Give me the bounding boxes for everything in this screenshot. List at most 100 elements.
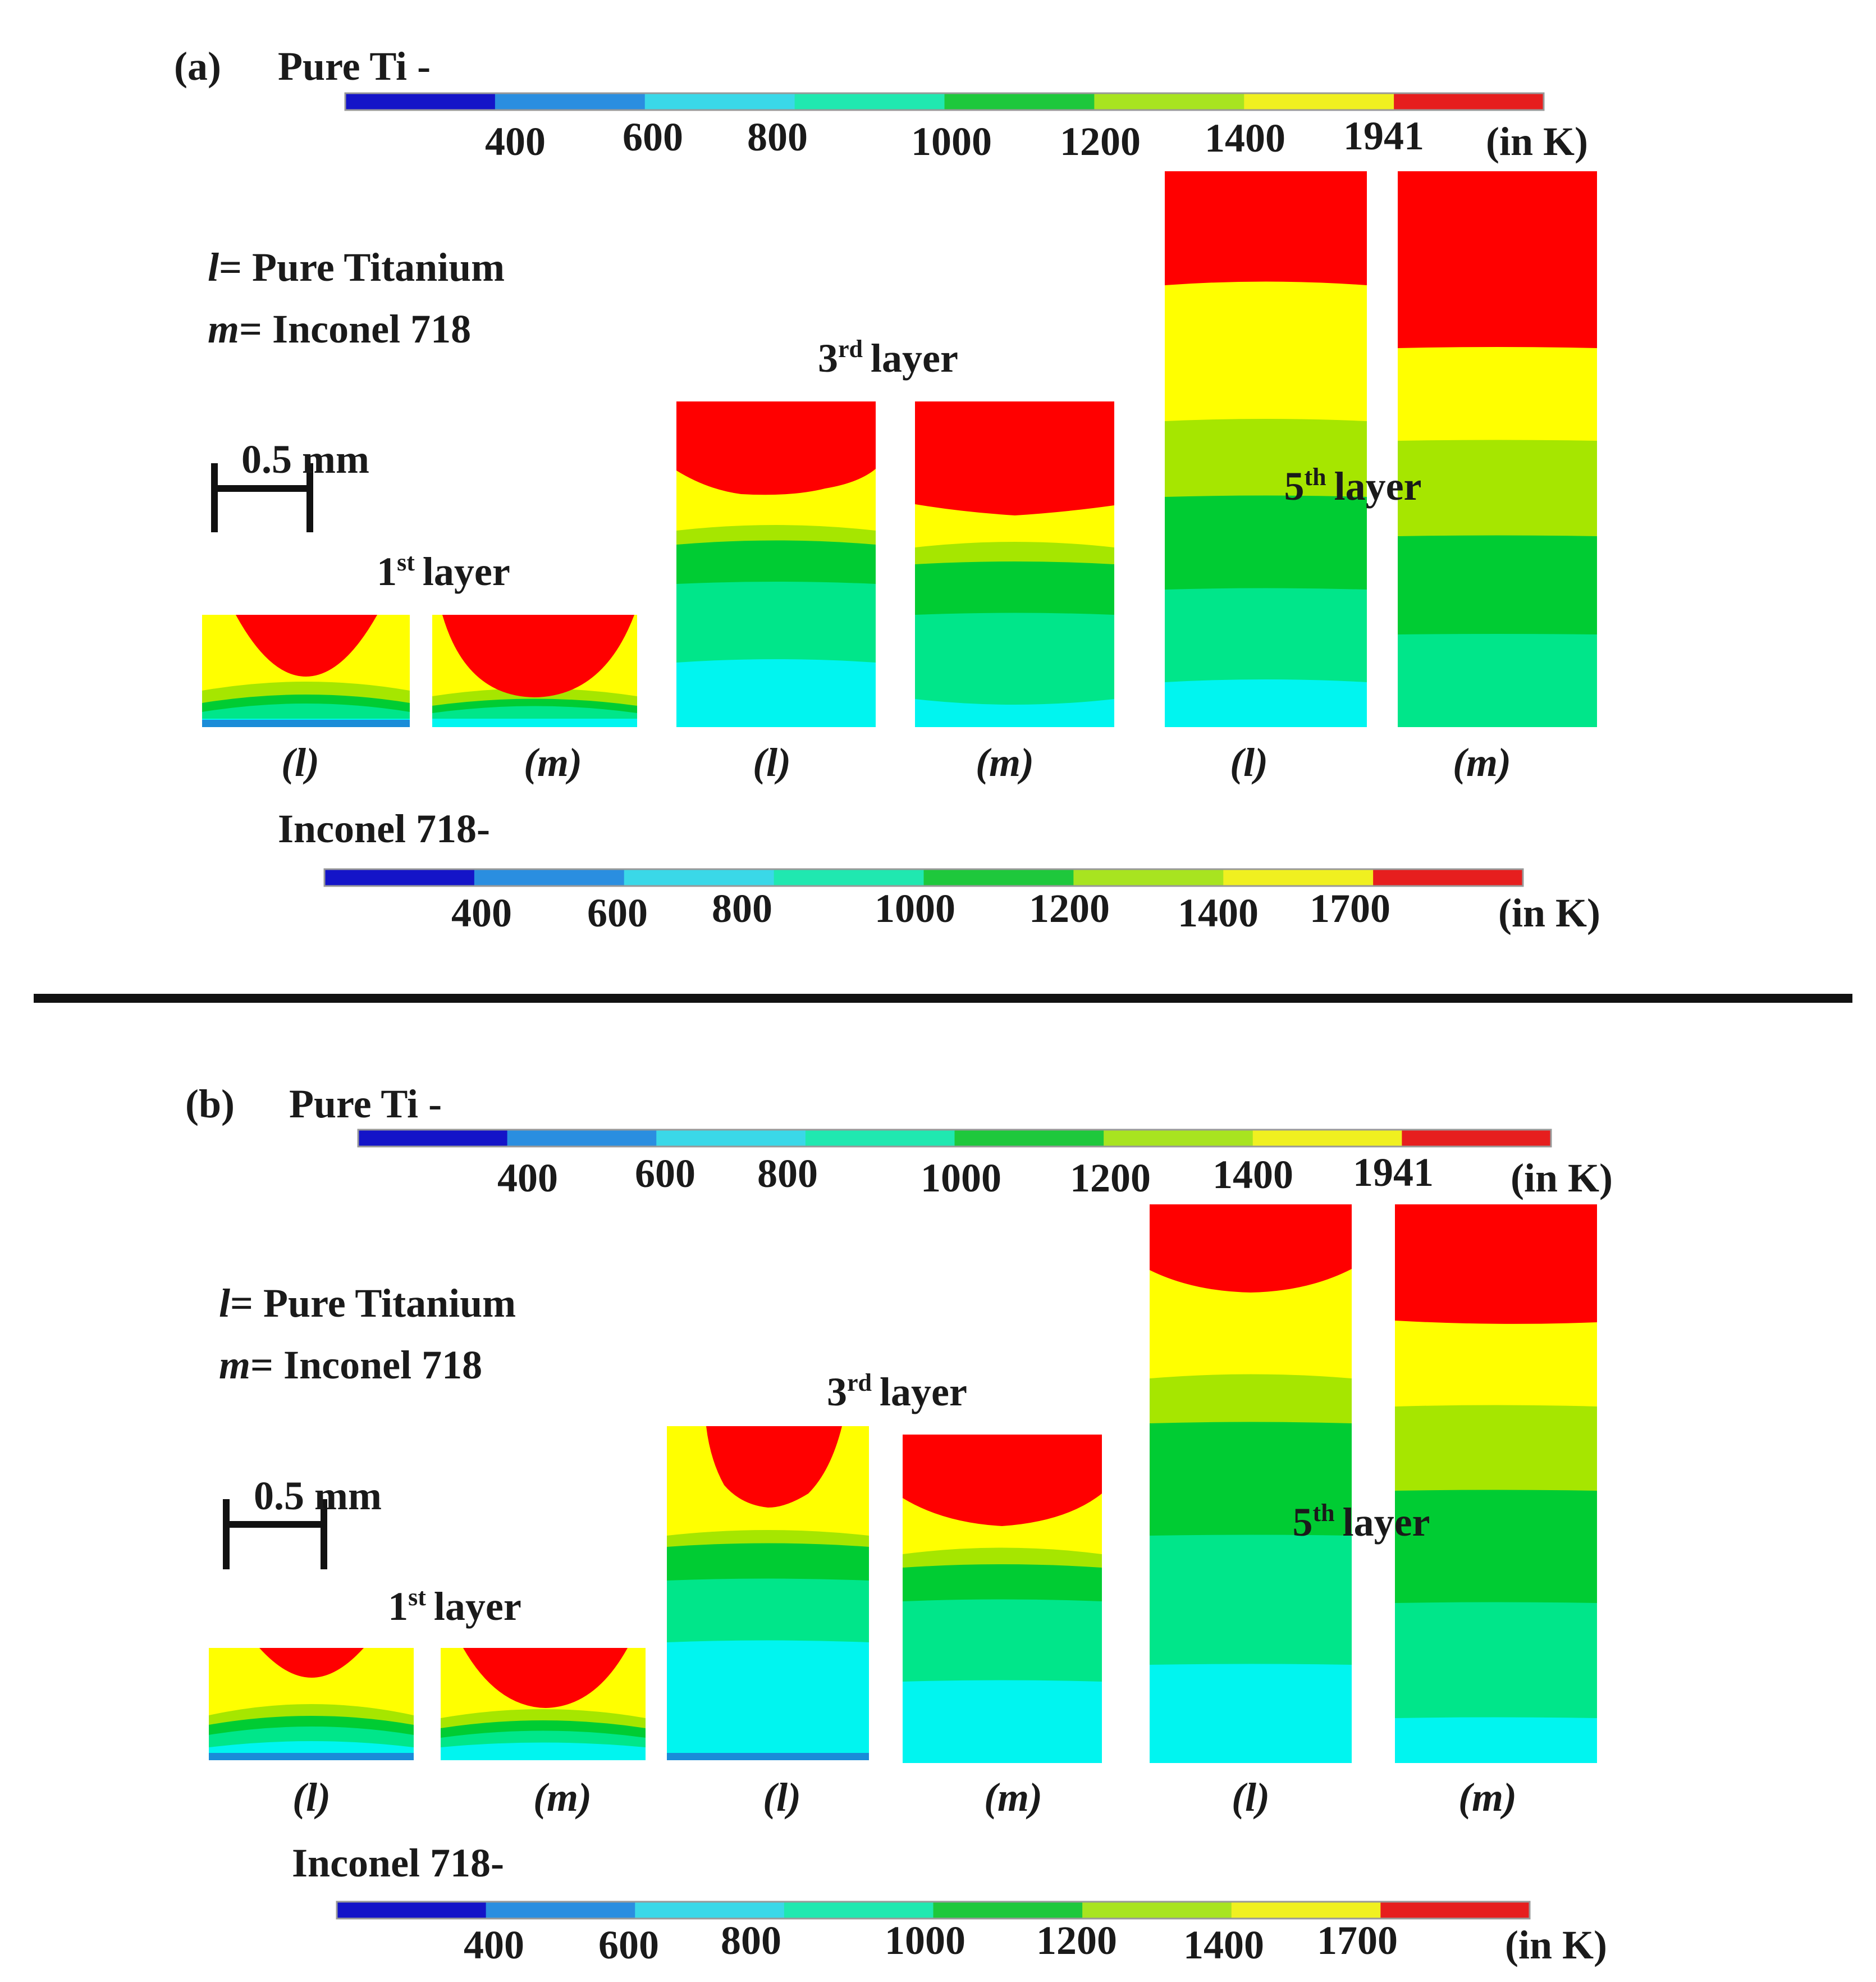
colorbar-segment bbox=[1073, 869, 1224, 886]
colorbar-segment bbox=[1394, 93, 1544, 110]
bottom-colorbar bbox=[336, 1901, 1531, 1920]
colorbar-segment bbox=[933, 1902, 1083, 1919]
sample-labels: (l) (m) (l) (m) (l) (m) bbox=[292, 1775, 1517, 1820]
colorbar-outline bbox=[344, 92, 1545, 111]
tick-label: 600 bbox=[635, 1151, 696, 1196]
key-symbol-l: l bbox=[208, 245, 219, 290]
top-colorbar bbox=[344, 92, 1545, 111]
contour-sample-1st-layer-titanium bbox=[202, 615, 410, 727]
panel-label-b: (b) bbox=[185, 1081, 235, 1126]
unit-label: (in K) bbox=[1505, 1922, 1607, 1967]
colorbar-segment bbox=[1223, 869, 1374, 886]
colorbar-segment bbox=[1104, 1130, 1253, 1147]
tick-label: 1200 bbox=[1070, 1156, 1151, 1200]
layer-title-1: 1st layer bbox=[377, 549, 510, 594]
tick-label: 1200 bbox=[1060, 119, 1141, 164]
colorbar-segment bbox=[954, 1130, 1104, 1147]
key-inconel: m= Inconel 718 bbox=[208, 307, 471, 351]
tick-label: 400 bbox=[464, 1922, 524, 1967]
colorbar-segment bbox=[1082, 1902, 1232, 1919]
top-scale-title: Pure Ti - bbox=[278, 44, 431, 89]
key-inconel: m= Inconel 718 bbox=[219, 1342, 482, 1387]
top-colorbar bbox=[357, 1129, 1552, 1148]
colorbar-segment bbox=[1231, 1902, 1381, 1919]
key-pure-titanium: l= Pure Titanium bbox=[219, 1281, 516, 1326]
tick-label: 1400 bbox=[1212, 1152, 1293, 1197]
key-text-m: = Inconel 718 bbox=[250, 1342, 482, 1387]
colorbar-segment bbox=[805, 1130, 955, 1147]
colorbar-outline bbox=[357, 1129, 1552, 1148]
contour-sample-1st-layer-titanium bbox=[209, 1648, 414, 1760]
sample-label: (l) bbox=[753, 740, 791, 785]
scale-bar bbox=[211, 463, 313, 532]
sample-labels: (l) (m) (l) (m) (l) (m) bbox=[281, 740, 1511, 785]
tick-label: 400 bbox=[451, 890, 512, 935]
sample-label: (l) bbox=[763, 1775, 801, 1820]
tick-label: 600 bbox=[587, 890, 648, 935]
contour-sample-1st-layer-inconel bbox=[432, 615, 637, 727]
colorbar-segment bbox=[635, 1902, 785, 1919]
tick-label: 800 bbox=[747, 115, 808, 159]
bottom-colorbar-ticks: 400 600 800 1000 1200 1400 1700 (in K) bbox=[464, 1918, 1607, 1967]
key-symbol-m: m bbox=[219, 1342, 250, 1387]
contour-sample-5th-layer-inconel bbox=[1398, 171, 1597, 727]
colorbar-segment bbox=[1373, 869, 1523, 886]
contour-sample-3rd-layer-titanium bbox=[667, 1426, 869, 1760]
panel-separator bbox=[34, 994, 1852, 1003]
sample-label: (m) bbox=[1458, 1775, 1517, 1820]
key-text-l: = Pure Titanium bbox=[230, 1281, 516, 1326]
tick-label: 1941 bbox=[1353, 1150, 1434, 1195]
panel-label-a: (a) bbox=[174, 44, 221, 89]
key-text-l: = Pure Titanium bbox=[219, 245, 505, 290]
key-symbol-l: l bbox=[219, 1281, 230, 1326]
bottom-scale-title: Inconel 718- bbox=[292, 1841, 504, 1885]
colorbar-segment bbox=[1252, 1130, 1402, 1147]
tick-label: 600 bbox=[598, 1922, 659, 1967]
scale-bar-label: 0.5 mm bbox=[254, 1473, 382, 1518]
unit-label: (in K) bbox=[1486, 119, 1588, 164]
layer-title-1: 1st layer bbox=[388, 1583, 521, 1629]
tick-label: 1400 bbox=[1183, 1922, 1264, 1967]
colorbar-segment bbox=[784, 1902, 934, 1919]
layer-title-5: 5th layer bbox=[1292, 1499, 1430, 1545]
colorbar-segment bbox=[1094, 93, 1244, 110]
sample-label: (m) bbox=[524, 740, 582, 785]
tick-label: 1400 bbox=[1205, 116, 1285, 161]
tick-label: 400 bbox=[485, 119, 546, 164]
tick-label: 800 bbox=[721, 1918, 781, 1963]
tick-label: 1000 bbox=[911, 119, 992, 164]
colorbar-segment bbox=[923, 869, 1074, 886]
contour-sample-5th-layer-titanium bbox=[1165, 171, 1367, 727]
contour-sample-5th-layer-inconel bbox=[1395, 1204, 1597, 1763]
tick-label: 1200 bbox=[1029, 886, 1110, 931]
contour-sample-3rd-layer-inconel bbox=[915, 401, 1114, 727]
colorbar-segment bbox=[1380, 1902, 1530, 1919]
colorbar-segment bbox=[495, 93, 646, 110]
colorbar-segment bbox=[624, 869, 775, 886]
tick-label: 1700 bbox=[1317, 1918, 1398, 1963]
tick-label: 600 bbox=[623, 115, 683, 159]
contour-sample-3rd-layer-titanium bbox=[676, 401, 876, 727]
unit-label: (in K) bbox=[1498, 890, 1600, 935]
sample-label: (l) bbox=[1232, 1775, 1270, 1820]
colorbar-segment bbox=[644, 93, 795, 110]
tick-label: 1400 bbox=[1178, 890, 1259, 935]
tick-label: 800 bbox=[712, 886, 772, 931]
scale-bar bbox=[223, 1499, 327, 1569]
tick-label: 1941 bbox=[1343, 113, 1424, 158]
contour-sample-3rd-layer-inconel bbox=[903, 1435, 1102, 1763]
top-scale-title: Pure Ti - bbox=[289, 1081, 442, 1126]
bottom-colorbar-ticks: 400 600 800 1000 1200 1400 1700 (in K) bbox=[451, 886, 1600, 935]
sample-label: (m) bbox=[533, 1775, 592, 1820]
tick-label: 800 bbox=[757, 1151, 818, 1196]
bottom-scale-title: Inconel 718- bbox=[278, 806, 490, 851]
colorbar-segment bbox=[345, 93, 496, 110]
sample-label: (m) bbox=[1453, 740, 1511, 785]
colorbar-segment bbox=[324, 869, 475, 886]
colorbar-segment bbox=[1244, 93, 1394, 110]
colorbar-outline bbox=[336, 1901, 1531, 1920]
sample-label: (l) bbox=[1230, 740, 1268, 785]
layer-title-5: 5th layer bbox=[1284, 463, 1421, 509]
